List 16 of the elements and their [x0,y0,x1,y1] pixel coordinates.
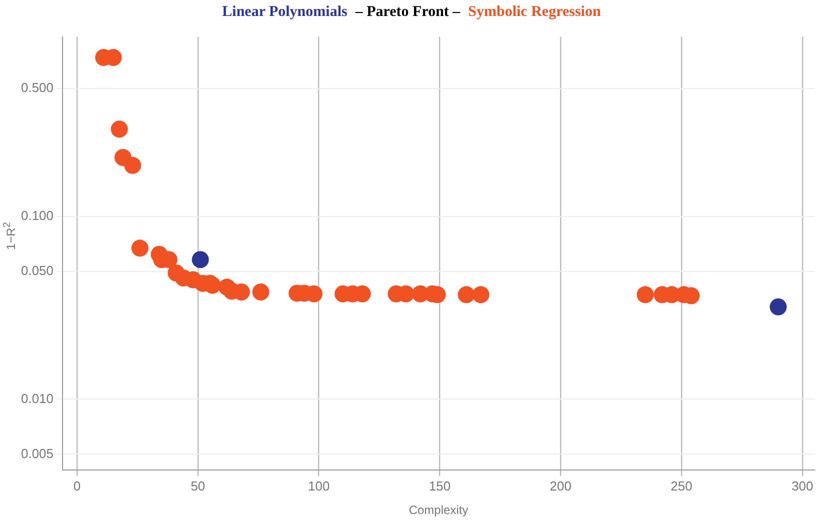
x-tick-label: 300 [792,478,814,494]
text: Linear Polynomials [222,4,348,20]
y-tick-label: 0.050 [20,262,54,278]
x-tick-label: 50 [190,478,206,494]
x-tick-label: 0 [73,478,81,494]
y-tick-label: 0.005 [20,446,54,461]
x-tick-label: 200 [550,478,572,494]
text: Symbolic Regression [468,4,601,20]
x-axis-title: Complexity [408,503,468,518]
chart-title: – Pareto Front – [355,4,460,20]
x-tick-label: 100 [308,478,330,494]
y-tick-label: 0.010 [20,390,54,406]
x-tick-label: 250 [670,478,692,494]
y-tick-label: 0.100 [20,208,54,223]
x-tick-label: 150 [428,478,451,494]
y-tick-label: 0.500 [20,80,54,96]
